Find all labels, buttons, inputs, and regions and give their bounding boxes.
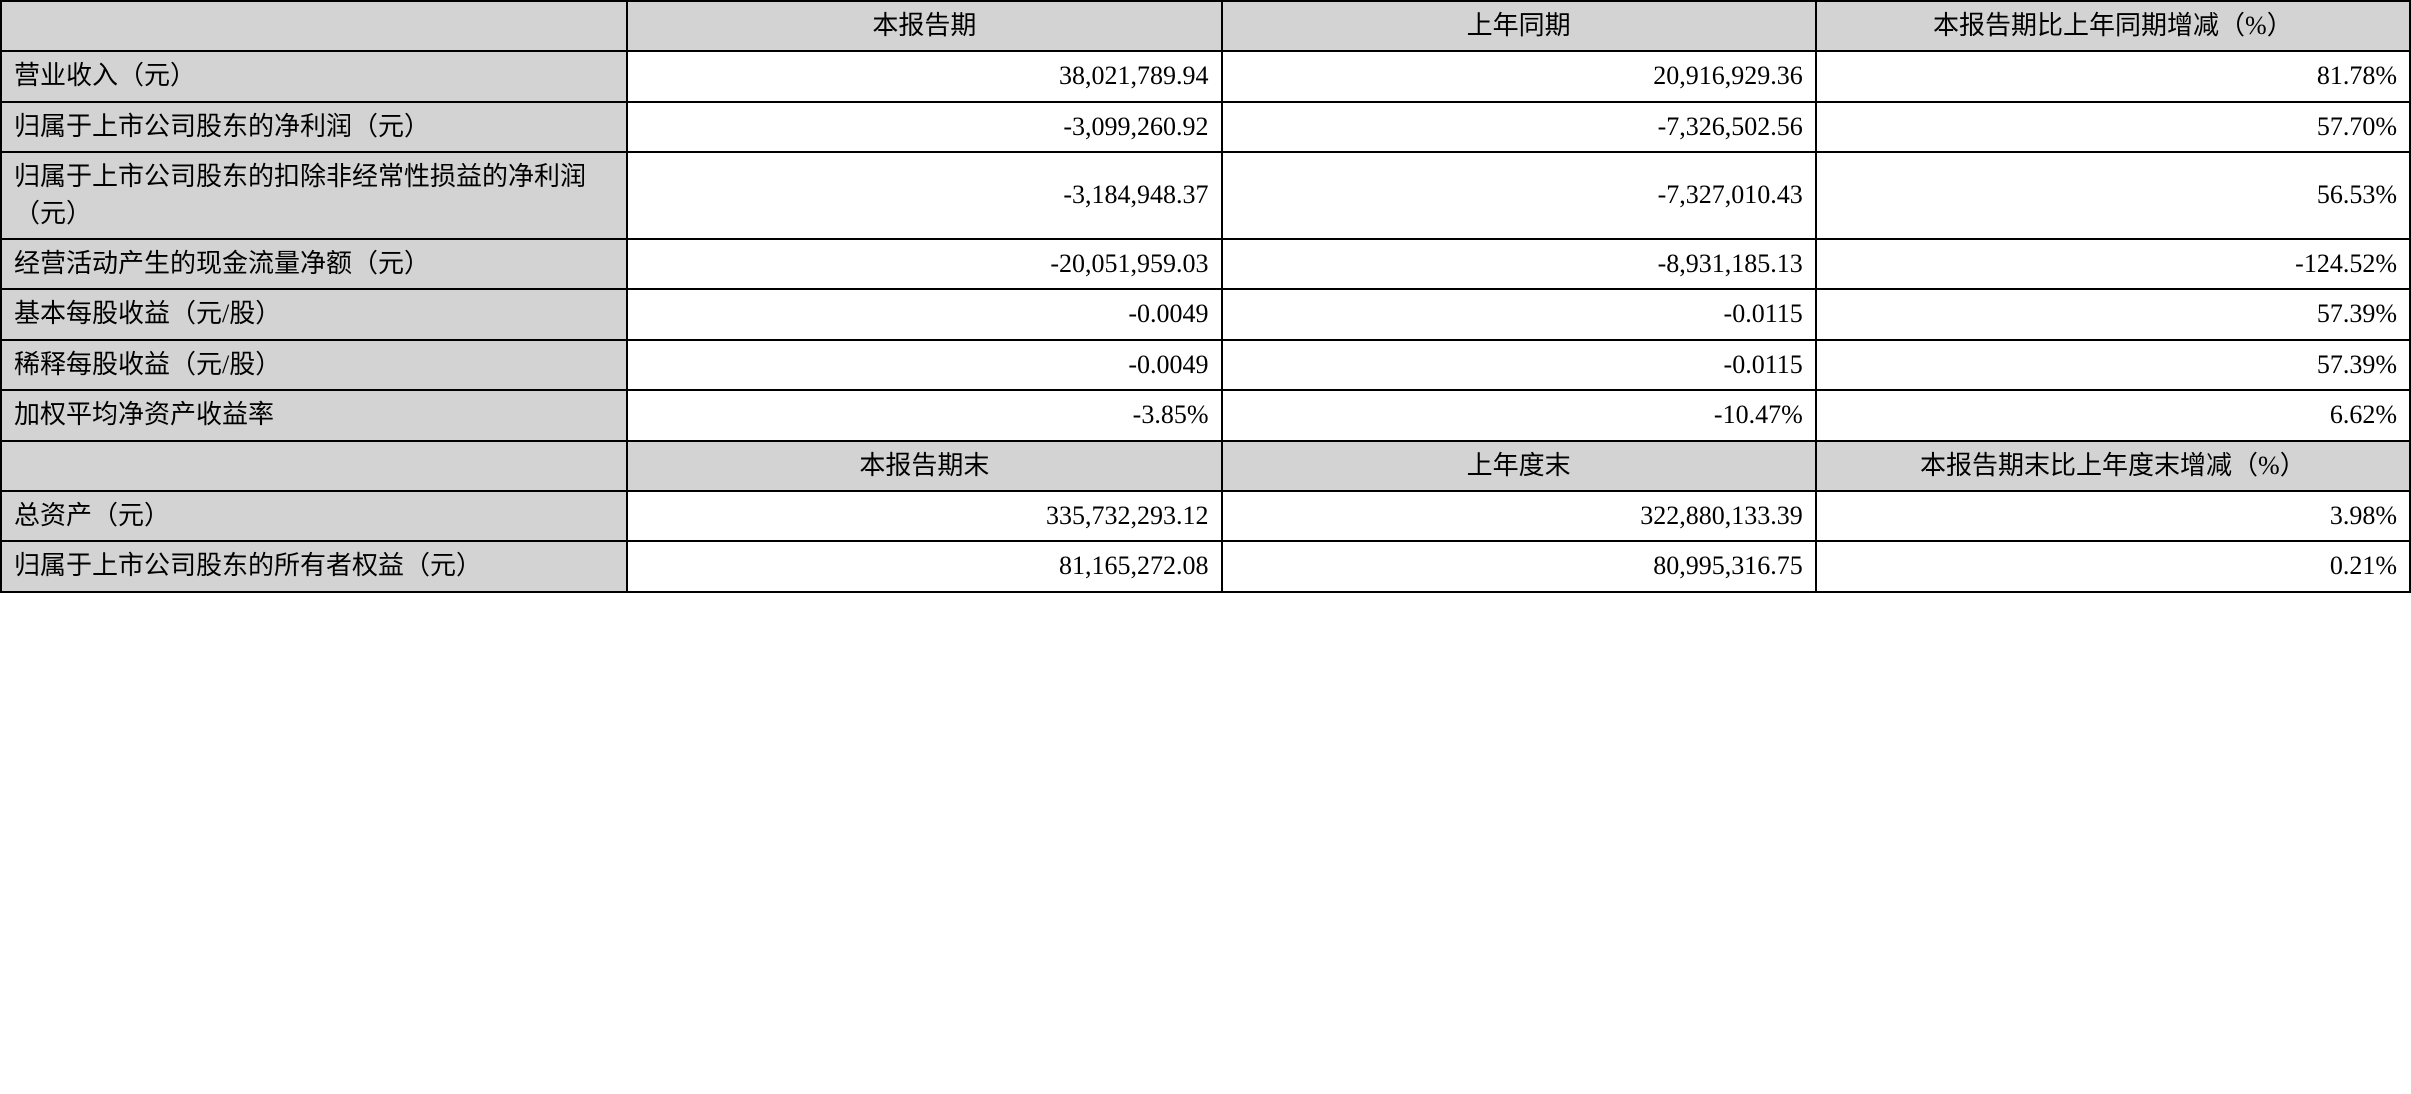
data-row: 加权平均净资产收益率 -3.85% -10.47% 6.62% <box>1 390 2410 440</box>
data-row: 总资产（元） 335,732,293.12 322,880,133.39 3.9… <box>1 491 2410 541</box>
data-row: 基本每股收益（元/股） -0.0049 -0.0115 57.39% <box>1 289 2410 339</box>
row-v1: -3,184,948.37 <box>627 152 1221 239</box>
header-row-2: 本报告期末 上年度末 本报告期末比上年度末增减（%） <box>1 441 2410 491</box>
data-row: 营业收入（元） 38,021,789.94 20,916,929.36 81.7… <box>1 51 2410 101</box>
row-label: 归属于上市公司股东的所有者权益（元） <box>1 541 627 591</box>
data-row: 经营活动产生的现金流量净额（元） -20,051,959.03 -8,931,1… <box>1 239 2410 289</box>
row-label: 归属于上市公司股东的净利润（元） <box>1 102 627 152</box>
row-v1: -3,099,260.92 <box>627 102 1221 152</box>
row-v1: 81,165,272.08 <box>627 541 1221 591</box>
row-v2: 322,880,133.39 <box>1222 491 1816 541</box>
header-blank-1 <box>1 1 627 51</box>
row-v3: -124.52% <box>1816 239 2410 289</box>
row-v1: -0.0049 <box>627 289 1221 339</box>
row-label: 归属于上市公司股东的扣除非经常性损益的净利润（元） <box>1 152 627 239</box>
header-blank-2 <box>1 441 627 491</box>
row-v2: -0.0115 <box>1222 289 1816 339</box>
header-row-1: 本报告期 上年同期 本报告期比上年同期增减（%） <box>1 1 2410 51</box>
data-row: 归属于上市公司股东的所有者权益（元） 81,165,272.08 80,995,… <box>1 541 2410 591</box>
header-col4-1: 本报告期比上年同期增减（%） <box>1816 1 2410 51</box>
row-v3: 81.78% <box>1816 51 2410 101</box>
row-label: 基本每股收益（元/股） <box>1 289 627 339</box>
data-row: 稀释每股收益（元/股） -0.0049 -0.0115 57.39% <box>1 340 2410 390</box>
row-v3: 6.62% <box>1816 390 2410 440</box>
row-v3: 57.39% <box>1816 340 2410 390</box>
row-v2: 80,995,316.75 <box>1222 541 1816 591</box>
row-v1: -0.0049 <box>627 340 1221 390</box>
row-v3: 0.21% <box>1816 541 2410 591</box>
row-v3: 56.53% <box>1816 152 2410 239</box>
row-v1: -3.85% <box>627 390 1221 440</box>
header-col3-2: 上年度末 <box>1222 441 1816 491</box>
row-label: 营业收入（元） <box>1 51 627 101</box>
row-label: 稀释每股收益（元/股） <box>1 340 627 390</box>
row-v3: 57.70% <box>1816 102 2410 152</box>
header-col2-2: 本报告期末 <box>627 441 1221 491</box>
row-v1: 335,732,293.12 <box>627 491 1221 541</box>
row-v2: 20,916,929.36 <box>1222 51 1816 101</box>
row-v1: 38,021,789.94 <box>627 51 1221 101</box>
row-v3: 3.98% <box>1816 491 2410 541</box>
data-row: 归属于上市公司股东的净利润（元） -3,099,260.92 -7,326,50… <box>1 102 2410 152</box>
row-label: 经营活动产生的现金流量净额（元） <box>1 239 627 289</box>
row-v2: -7,326,502.56 <box>1222 102 1816 152</box>
row-v2: -0.0115 <box>1222 340 1816 390</box>
data-row: 归属于上市公司股东的扣除非经常性损益的净利润（元） -3,184,948.37 … <box>1 152 2410 239</box>
row-v3: 57.39% <box>1816 289 2410 339</box>
row-v2: -10.47% <box>1222 390 1816 440</box>
row-label: 总资产（元） <box>1 491 627 541</box>
header-col4-2: 本报告期末比上年度末增减（%） <box>1816 441 2410 491</box>
row-v2: -7,327,010.43 <box>1222 152 1816 239</box>
header-col2-1: 本报告期 <box>627 1 1221 51</box>
row-v1: -20,051,959.03 <box>627 239 1221 289</box>
header-col3-1: 上年同期 <box>1222 1 1816 51</box>
row-label: 加权平均净资产收益率 <box>1 390 627 440</box>
row-v2: -8,931,185.13 <box>1222 239 1816 289</box>
financial-table: 本报告期 上年同期 本报告期比上年同期增减（%） 营业收入（元） 38,021,… <box>0 0 2411 593</box>
